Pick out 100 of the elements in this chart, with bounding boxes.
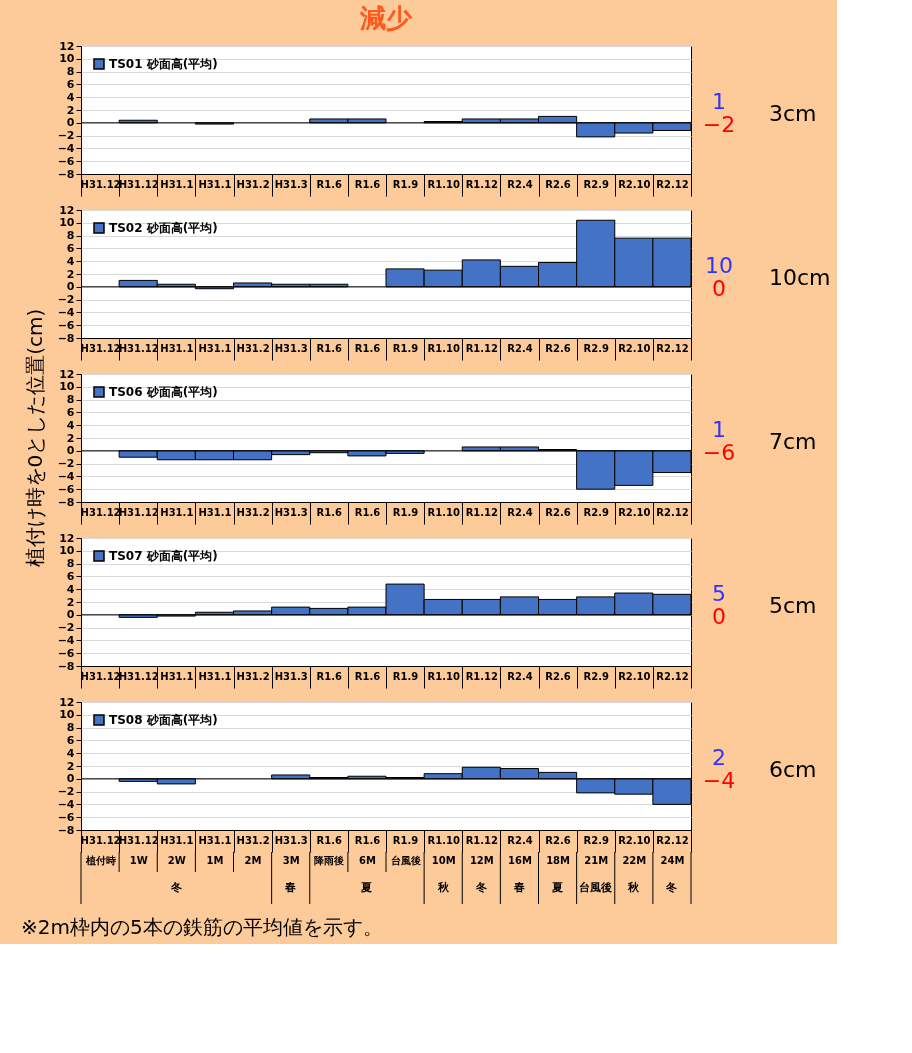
x-tick-label: R1.6 — [316, 506, 343, 518]
y-tick-label: 2 — [66, 267, 75, 281]
y-tick-label: 10 — [59, 380, 75, 394]
y-tick-label: −2 — [57, 457, 75, 471]
chart-title: 減少 — [359, 3, 413, 33]
x-tick-label: R2.6 — [545, 506, 571, 518]
y-tick-label: 2 — [66, 103, 75, 117]
y-tick-label: 12 — [59, 367, 75, 381]
text: 1 — [712, 89, 726, 115]
text: 7cm — [769, 428, 817, 454]
x-tick-label: R2.9 — [583, 506, 609, 518]
x-tick-label: H31.1 — [198, 506, 232, 518]
x-tick-label: R1.10 10M — [427, 834, 460, 866]
y-tick-label: −4 — [57, 305, 75, 319]
x-tick-label: H31.1 — [160, 178, 194, 190]
y-tick-label: −4 — [57, 797, 75, 811]
y-tick-label: −6 — [57, 810, 75, 824]
x-tick-label: R2.9 21M — [583, 834, 609, 866]
text: 6cm — [769, 756, 817, 782]
y-tick-label: 2 — [66, 431, 75, 445]
x-tick-label: R2.9 — [583, 342, 609, 354]
text: 冬 — [474, 881, 487, 894]
x-tick-label: R2.12 24M — [656, 834, 689, 866]
y-axis-title: 植付け時を0とした位置(cm) — [23, 308, 47, 568]
y-tick-label: 4 — [66, 746, 75, 760]
x-tick-label: R1.6 降雨後 — [314, 834, 345, 866]
x-tick-label: R1.6 6M — [354, 834, 381, 866]
x-tick-label: R1.10 — [427, 506, 460, 518]
x-tick-label: H31.12 — [118, 342, 159, 354]
x-tick-label: R2.9 — [583, 670, 609, 682]
x-tick-label: R1.12 12M — [465, 834, 499, 866]
x-tick-label: R1.9 — [392, 670, 419, 682]
x-tick-label: R1.6 — [316, 178, 343, 190]
x-tick-label: R1.9 — [392, 342, 419, 354]
text: 秋 — [436, 881, 450, 894]
x-tick-label: H31.3 3M — [274, 834, 308, 866]
x-tick-label: H31.3 — [274, 506, 308, 518]
y-tick-label: 2 — [66, 759, 75, 773]
x-tick-label: H31.2 — [236, 342, 270, 354]
text: 5 — [712, 581, 726, 607]
x-tick-label: R2.10 — [618, 670, 651, 682]
y-tick-label: 12 — [59, 203, 75, 217]
x-tick-label: R2.12 — [656, 670, 689, 682]
x-tick-label: R2.4 16M — [507, 834, 533, 866]
y-tick-label: 10 — [59, 216, 75, 230]
y-tick-label: 4 — [66, 254, 75, 268]
y-tick-label: 12 — [59, 39, 75, 53]
text: 冬 — [665, 881, 678, 894]
x-tick-label: H31.1 — [160, 670, 194, 682]
y-tick-label: −8 — [57, 823, 75, 837]
y-tick-label: −8 — [57, 659, 75, 673]
text: 台風後 — [579, 881, 613, 894]
y-tick-label: 12 — [59, 531, 75, 545]
text: 夏 — [360, 881, 373, 894]
x-tick-label: R1.10 — [427, 178, 460, 190]
text: 0 — [712, 276, 726, 302]
y-tick-label: 12 — [59, 695, 75, 709]
y-tick-label: 6 — [66, 733, 75, 747]
y-tick-label: 8 — [66, 393, 75, 407]
text: 5cm — [769, 592, 817, 618]
x-tick-label: H31.12 — [118, 178, 159, 190]
x-tick-label: H31.12 — [118, 506, 159, 518]
y-tick-label: 0 — [66, 116, 75, 130]
y-tick-label: 8 — [66, 229, 75, 243]
text: 夏 — [551, 881, 564, 894]
x-tick-label: H31.2 2M — [236, 834, 270, 866]
y-tick-label: −6 — [57, 482, 75, 496]
x-tick-label: R1.9 台風後 — [390, 834, 421, 866]
x-tick-label: R2.4 — [507, 506, 533, 518]
x-tick-label: R1.9 — [392, 178, 419, 190]
x-tick-label: R2.6 — [545, 670, 571, 682]
x-tick-label: R1.6 — [316, 342, 343, 354]
y-tick-label: 4 — [66, 582, 75, 596]
y-tick-label: −4 — [57, 141, 75, 155]
y-tick-label: −2 — [57, 293, 75, 307]
y-tick-label: −6 — [57, 318, 75, 332]
x-tick-label: R1.12 — [465, 178, 499, 190]
x-tick-label: R2.4 — [507, 178, 533, 190]
text: 10cm — [769, 264, 831, 290]
text: 秋 — [627, 881, 641, 894]
x-tick-label: H31.3 — [274, 670, 308, 682]
legend-label: TS08 砂面高(平均) — [109, 713, 218, 727]
x-tick-label: H31.1 — [198, 670, 232, 682]
x-tick-label: R2.10 — [618, 342, 651, 354]
x-tick-label: R1.12 — [465, 342, 499, 354]
y-tick-label: 0 — [66, 608, 75, 622]
x-tick-label: R2.10 22M — [618, 834, 651, 866]
x-tick-label: R2.6 — [545, 178, 571, 190]
y-tick-label: −8 — [57, 495, 75, 509]
x-tick-label: H31.1 — [160, 506, 194, 518]
x-tick-label: R2.10 — [618, 506, 651, 518]
x-tick-label: R1.10 — [427, 670, 460, 682]
text: −6 — [702, 440, 736, 466]
text: 1 — [712, 417, 726, 443]
x-tick-label: R2.12 — [656, 506, 689, 518]
x-tick-label: H31.2 — [236, 178, 270, 190]
text: 春 — [512, 881, 525, 894]
text: −2 — [702, 112, 736, 138]
y-tick-label: −2 — [57, 621, 75, 635]
x-tick-label: R2.4 — [507, 342, 533, 354]
